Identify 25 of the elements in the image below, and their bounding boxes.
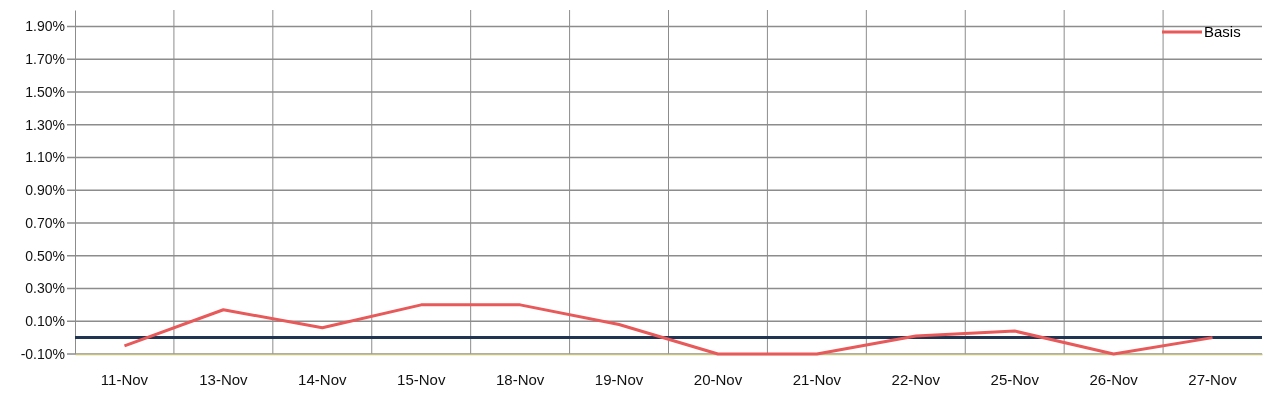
y-tick-label: 0.30% xyxy=(25,280,65,297)
y-tick-label: 1.70% xyxy=(25,51,65,68)
x-tick-label: 22-Nov xyxy=(891,370,941,388)
x-tick-label: 20-Nov xyxy=(693,370,743,388)
y-tick-label: 1.30% xyxy=(25,116,65,133)
x-tick-label: 21-Nov xyxy=(792,370,842,388)
y-tick-label: 1.10% xyxy=(25,149,65,166)
y-tick-label: 0.90% xyxy=(25,182,65,199)
x-tick-label: 27-Nov xyxy=(1188,370,1238,388)
x-tick-label: 18-Nov xyxy=(495,370,545,388)
y-tick-label: -0.10% xyxy=(20,345,65,362)
x-tick-label: 26-Nov xyxy=(1089,370,1139,388)
y-tick-label: 1.90% xyxy=(25,18,65,35)
x-tick-label: 14-Nov xyxy=(298,370,347,388)
x-tick-label: 15-Nov xyxy=(397,370,446,388)
x-tick-label: 19-Nov xyxy=(594,370,644,388)
y-tick-label: 1.50% xyxy=(25,83,65,100)
y-tick-label: 0.10% xyxy=(25,313,65,330)
x-tick-label: 25-Nov xyxy=(990,370,1040,388)
line-series xyxy=(122,303,1215,356)
legend-label: Basis xyxy=(1204,23,1241,40)
y-tick-label: 0.50% xyxy=(25,247,65,264)
x-tick-label: 13-Nov xyxy=(199,370,249,388)
x-tick-label: 11-Nov xyxy=(100,370,149,388)
y-tick-label: 0.70% xyxy=(25,214,65,231)
